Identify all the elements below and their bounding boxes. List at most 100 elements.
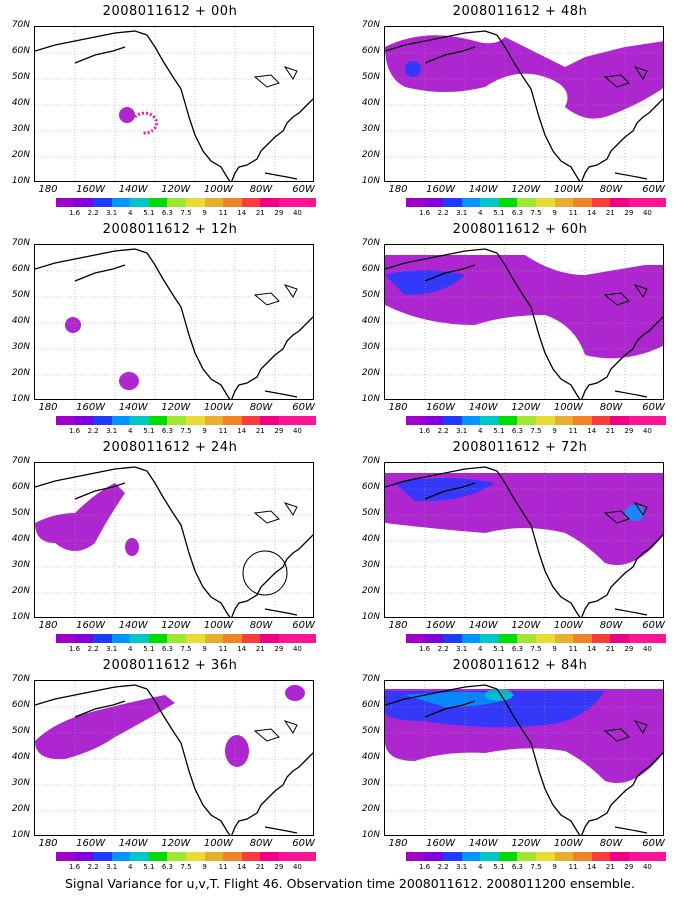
lon-label: 140W [118,838,148,849]
map-area [384,462,664,618]
colorbar-label: 3.1 [106,863,118,871]
lakes [603,502,648,524]
colorbar-swatch [610,852,629,861]
colorbar-swatch [93,634,112,643]
colorbar-swatch [241,416,261,425]
colorbar-swatch [573,634,592,643]
colorbar-label: 1.6 [418,209,431,217]
lon-label: 120W [161,620,191,631]
lakes [253,502,298,524]
colorbar-label: 9 [202,863,207,871]
map-panel: 2008011612 + 12h 70N 60N 50N 40N 30N 20N 10N 180… [0,222,340,444]
colorbar-swatch [498,416,518,425]
colorbar-swatch [185,634,205,643]
lat-label: 60N [11,482,30,492]
colorbar-swatch [93,852,112,861]
colorbar-swatch [56,416,75,425]
panel-title: 2008011612 + 24h [102,440,238,455]
colorbar-swatch [535,634,555,643]
lon-label: 100W [553,184,583,195]
colorbar-swatch [610,634,629,643]
colorbar-label: 21 [605,863,615,871]
lon-label: 180 [38,184,58,195]
colorbar-swatch [130,198,149,207]
coastline [35,30,148,64]
colorbar-label: 21 [605,645,615,653]
panel-title: 2008011612 + 36h [102,658,238,673]
lat-label: 30N [361,560,380,570]
colorbar-swatch [610,416,629,425]
lat-label: 50N [11,72,30,82]
colorbar-label: 6.3 [511,863,523,871]
lat-label: 10N [361,176,380,186]
coastline [496,470,663,617]
colorbar-label: 4 [478,427,483,435]
colorbar-swatch [517,634,536,643]
lon-label: 120W [161,402,191,413]
colorbar-swatch [573,198,592,207]
lon-label: 140W [468,838,498,849]
lon-label: 180 [388,838,408,849]
coastline [496,34,663,181]
lon-label: 180 [38,838,58,849]
island [614,390,648,398]
lat-label: 40N [11,534,30,544]
lon-label: 100W [203,838,233,849]
colorbar [406,198,666,207]
island [264,826,298,834]
colorbar-swatch [424,634,444,643]
colorbar-swatch [56,198,75,207]
lat-label: 20N [11,804,30,814]
colorbar-swatch [461,198,481,207]
colorbar-label: 5.1 [143,209,155,217]
colorbar-swatch [554,634,574,643]
colorbar-label: 14 [587,645,597,653]
colorbar-label: 5.1 [143,863,155,871]
lat-label: 30N [11,778,30,788]
colorbar-label: 4 [478,209,483,217]
variance-field [119,372,139,390]
colorbar-swatch [628,852,648,861]
colorbar-label: 11 [218,427,228,435]
colorbar-label: 14 [237,863,247,871]
lon-label: 80W [249,620,273,631]
colorbar-swatch [167,852,186,861]
colorbar [56,852,316,861]
colorbar-label: 40 [292,427,302,435]
colorbar-swatch [241,198,261,207]
lon-label: 80W [249,838,273,849]
colorbar-swatch [517,852,536,861]
colorbar-label: 1.6 [68,427,81,435]
colorbar-swatch [204,416,224,425]
lon-label: 140W [468,184,498,195]
lat-label: 70N [11,674,30,684]
lat-label: 40N [361,98,380,108]
colorbar-swatch [647,852,666,861]
colorbar-label: 11 [218,209,228,217]
map-area [34,680,314,836]
colorbar-swatch [56,852,75,861]
colorbar-label: 7.5 [180,863,192,871]
variance-field [285,685,305,701]
lat-label: 10N [11,394,30,404]
variance-field [625,505,645,521]
colorbar-label: 40 [642,645,652,653]
lon-label: 100W [203,184,233,195]
variance-field [385,35,663,119]
lat-label: 50N [11,726,30,736]
colorbar-label: 5.1 [143,645,155,653]
lakes [603,66,648,88]
colorbar-swatch [573,852,592,861]
colorbar-swatch [480,852,499,861]
panel-title: 2008011612 + 84h [452,658,588,673]
colorbar-swatch [406,634,425,643]
colorbar-label: 2.2 [87,209,99,217]
colorbar-swatch [591,416,611,425]
colorbar [406,852,666,861]
colorbar-swatch [148,198,168,207]
colorbar-swatch [148,416,168,425]
colorbar-swatch [148,852,168,861]
colorbar-label: 40 [292,863,302,871]
colorbar-label: 40 [642,209,652,217]
colorbar-swatch [278,634,298,643]
